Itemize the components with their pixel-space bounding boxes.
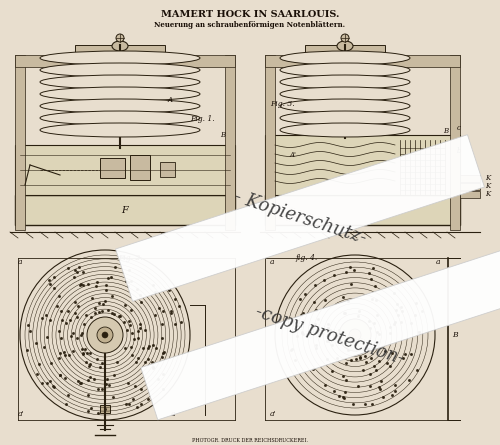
Bar <box>160 162 175 177</box>
Circle shape <box>339 319 371 351</box>
Text: a: a <box>270 258 274 266</box>
Text: -copy protection-: -copy protection- <box>254 303 406 368</box>
Text: K: K <box>485 190 490 198</box>
Ellipse shape <box>40 75 200 89</box>
Ellipse shape <box>280 75 410 89</box>
Bar <box>265 55 460 67</box>
Ellipse shape <box>280 99 410 113</box>
Ellipse shape <box>40 63 200 77</box>
Bar <box>265 195 460 225</box>
Ellipse shape <box>280 111 410 125</box>
Bar <box>100 405 110 413</box>
Circle shape <box>87 317 123 353</box>
Polygon shape <box>141 250 500 420</box>
Bar <box>460 175 480 182</box>
Bar <box>305 45 385 55</box>
Ellipse shape <box>112 41 128 51</box>
Bar <box>15 195 235 225</box>
Text: A: A <box>168 96 173 104</box>
Text: c: c <box>457 124 461 132</box>
Circle shape <box>97 327 113 343</box>
Ellipse shape <box>337 41 353 51</box>
Text: Fig. 1.: Fig. 1. <box>190 115 214 123</box>
Bar <box>225 55 235 230</box>
Ellipse shape <box>116 34 124 42</box>
Ellipse shape <box>40 123 200 137</box>
Text: Fig. 2.: Fig. 2. <box>118 254 142 262</box>
Text: A': A' <box>290 151 297 159</box>
Bar <box>265 135 460 195</box>
Polygon shape <box>116 135 484 301</box>
Ellipse shape <box>280 51 410 65</box>
Text: F: F <box>122 206 128 214</box>
Text: B: B <box>443 127 448 135</box>
Bar <box>460 191 480 198</box>
Ellipse shape <box>40 111 200 125</box>
Bar <box>450 55 460 230</box>
Circle shape <box>102 332 108 338</box>
Text: a': a' <box>270 410 276 418</box>
Text: a': a' <box>18 410 25 418</box>
Text: a: a <box>170 410 175 418</box>
Text: Fig. 3.: Fig. 3. <box>270 100 294 108</box>
Text: b: b <box>457 147 462 155</box>
Text: fig. 4.: fig. 4. <box>295 254 318 262</box>
Bar <box>100 158 125 178</box>
Text: a: a <box>436 258 440 266</box>
Ellipse shape <box>341 34 349 42</box>
Ellipse shape <box>40 87 200 101</box>
Text: K: K <box>485 182 490 190</box>
Ellipse shape <box>40 51 200 65</box>
Bar <box>15 55 235 67</box>
Bar <box>460 183 480 190</box>
Text: B: B <box>452 331 458 339</box>
Text: - Kopierschutz-: - Kopierschutz- <box>232 188 368 248</box>
Text: K: K <box>485 174 490 182</box>
Bar <box>265 55 275 230</box>
Text: B: B <box>220 131 225 139</box>
Ellipse shape <box>280 123 410 137</box>
Bar <box>75 45 165 55</box>
Text: PHOTOGR. DRUCK DER REICHSDRUCKEREI.: PHOTOGR. DRUCK DER REICHSDRUCKEREI. <box>192 438 308 443</box>
Bar <box>130 155 150 180</box>
Text: Neuerung an schraubenförmigen Notenblättern.: Neuerung an schraubenförmigen Notenblätt… <box>154 21 346 29</box>
Text: a: a <box>18 258 22 266</box>
Text: MAMERT HOCK IN SAARLOUIS.: MAMERT HOCK IN SAARLOUIS. <box>161 10 339 19</box>
Circle shape <box>349 329 361 341</box>
Ellipse shape <box>280 63 410 77</box>
Ellipse shape <box>40 99 200 113</box>
Bar <box>15 55 25 230</box>
Bar <box>15 145 235 195</box>
Ellipse shape <box>280 87 410 101</box>
